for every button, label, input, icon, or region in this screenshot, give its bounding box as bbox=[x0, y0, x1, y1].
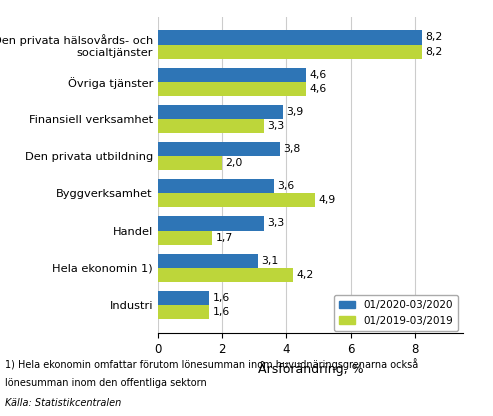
Text: 4,9: 4,9 bbox=[318, 196, 336, 206]
Text: Källa: Statistikcentralen: Källa: Statistikcentralen bbox=[5, 398, 121, 408]
Text: 1,6: 1,6 bbox=[212, 307, 230, 317]
Text: 1,7: 1,7 bbox=[215, 233, 233, 243]
Text: lönesumman inom den offentliga sektorn: lönesumman inom den offentliga sektorn bbox=[5, 378, 207, 388]
Text: 8,2: 8,2 bbox=[425, 47, 442, 57]
Bar bbox=[158, 105, 283, 119]
Text: 3,9: 3,9 bbox=[286, 107, 304, 117]
Text: 1) Hela ekonomin omfattar förutom lönesumman inom huvudnäringsgrenarna också: 1) Hela ekonomin omfattar förutom lönesu… bbox=[5, 358, 418, 370]
Bar bbox=[158, 216, 264, 230]
Bar bbox=[158, 142, 280, 156]
Bar bbox=[158, 156, 222, 170]
Text: 2,0: 2,0 bbox=[225, 158, 243, 168]
Bar bbox=[158, 67, 306, 82]
Bar bbox=[158, 119, 264, 133]
Bar bbox=[158, 268, 293, 282]
Bar bbox=[158, 30, 422, 45]
Bar bbox=[158, 193, 316, 208]
Text: 4,6: 4,6 bbox=[309, 84, 326, 94]
Bar bbox=[158, 305, 209, 319]
Text: 3,1: 3,1 bbox=[261, 256, 278, 266]
Bar bbox=[158, 82, 306, 96]
Bar bbox=[158, 291, 209, 305]
Bar bbox=[158, 230, 212, 245]
Text: 4,6: 4,6 bbox=[309, 69, 326, 80]
Bar bbox=[158, 179, 274, 193]
Text: 3,3: 3,3 bbox=[267, 218, 284, 228]
Text: 1,6: 1,6 bbox=[212, 293, 230, 303]
X-axis label: Årsförändring, %: Årsförändring, % bbox=[258, 361, 363, 376]
Text: 3,6: 3,6 bbox=[277, 181, 294, 191]
Text: 3,3: 3,3 bbox=[267, 121, 284, 131]
Text: 3,8: 3,8 bbox=[283, 144, 301, 154]
Bar bbox=[158, 45, 422, 59]
Text: 4,2: 4,2 bbox=[296, 270, 314, 280]
Bar bbox=[158, 254, 257, 268]
Legend: 01/2020-03/2020, 01/2019-03/2019: 01/2020-03/2020, 01/2019-03/2019 bbox=[334, 295, 458, 331]
Text: 8,2: 8,2 bbox=[425, 32, 442, 42]
